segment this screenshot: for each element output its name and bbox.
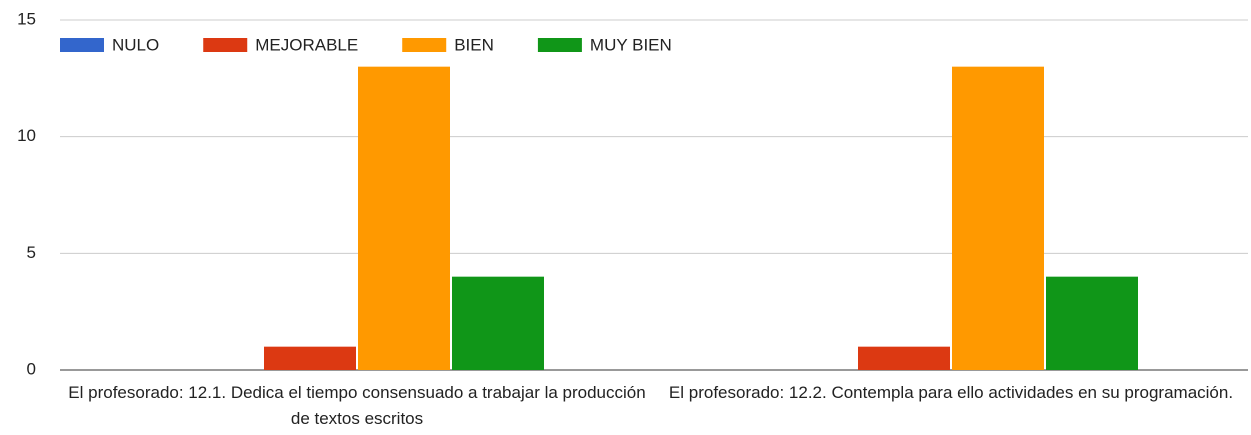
legend-label: NULO <box>112 35 159 54</box>
legend-swatch <box>60 38 104 52</box>
y-tick-label: 15 <box>17 9 36 28</box>
bar <box>264 346 356 370</box>
legend-swatch <box>203 38 248 52</box>
y-tick-label: 10 <box>17 126 36 145</box>
bar <box>452 276 544 370</box>
legend-swatch <box>537 38 582 52</box>
legend-swatch <box>402 38 447 52</box>
bar <box>858 346 950 370</box>
bar <box>952 66 1044 371</box>
x-tick-label: El profesorado: 12.1. Dedica el tiempo c… <box>68 383 646 428</box>
legend-label: BIEN <box>454 35 494 54</box>
legend-label: MUY BIEN <box>590 35 672 54</box>
bar <box>1046 276 1138 370</box>
y-tick-label: 0 <box>27 359 36 378</box>
bar <box>358 66 450 371</box>
legend-label: MEJORABLE <box>255 35 358 54</box>
y-tick-label: 5 <box>27 243 36 262</box>
x-tick-label: El profesorado: 12.2. Contempla para ell… <box>668 383 1234 402</box>
